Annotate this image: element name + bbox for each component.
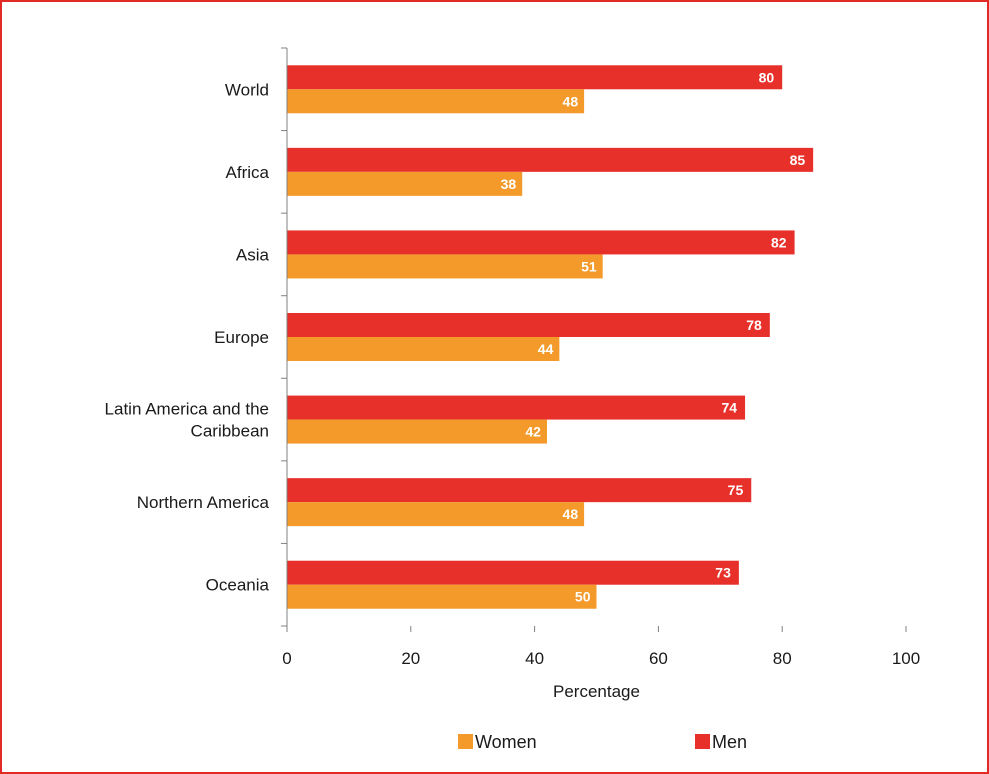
bar-women xyxy=(287,171,523,196)
bar-men xyxy=(287,560,739,585)
value-label-women: 50 xyxy=(575,589,591,605)
value-label-women: 48 xyxy=(563,93,579,109)
legend-label-women: Women xyxy=(475,732,537,752)
value-label-men: 85 xyxy=(790,152,806,168)
bar-women xyxy=(287,254,603,279)
legend-label-men: Men xyxy=(712,732,747,752)
y-axis-ticks xyxy=(281,47,287,627)
value-label-men: 78 xyxy=(746,317,762,333)
value-label-men: 82 xyxy=(771,234,787,250)
category-label: Europe xyxy=(214,328,269,347)
x-tick-label: 80 xyxy=(773,649,792,668)
bar-men xyxy=(287,313,770,337)
x-axis-ticks: 0 20 40 60 80 100 xyxy=(282,626,920,668)
legend-swatch-women xyxy=(458,734,473,749)
bar-men xyxy=(287,230,795,255)
axes-layer: 0 20 40 60 80 100 xyxy=(281,47,920,668)
value-label-men: 75 xyxy=(728,482,744,498)
bar-men xyxy=(287,65,783,90)
legend: Women Men xyxy=(458,732,747,752)
x-tick-label: 100 xyxy=(892,649,920,668)
bar-men xyxy=(287,478,752,503)
category-labels-layer: World Africa Asia Europe Latin America and t… xyxy=(105,80,270,594)
bar-women xyxy=(287,419,547,444)
x-tick-label: 0 xyxy=(282,649,291,668)
bar-men xyxy=(287,147,814,172)
bar-women xyxy=(287,584,597,609)
x-tick-label: 40 xyxy=(525,649,544,668)
category-label: Oceania xyxy=(206,576,270,595)
value-label-women: 42 xyxy=(525,424,541,440)
legend-swatch-men xyxy=(695,734,710,749)
category-label: Latin America and the Caribbean xyxy=(105,400,269,441)
value-label-women: 38 xyxy=(501,176,517,192)
value-label-women: 48 xyxy=(563,506,579,522)
category-label: World xyxy=(225,80,269,99)
value-label-women: 51 xyxy=(581,258,597,274)
bar-women xyxy=(287,502,585,527)
value-labels-layer: 80 48 85 38 82 51 78 44 74 42 75 48 73 50 xyxy=(501,69,806,604)
value-label-men: 74 xyxy=(721,400,737,416)
bar-men xyxy=(287,395,746,420)
value-label-men: 73 xyxy=(715,565,731,581)
x-axis-title: Percentage xyxy=(553,682,640,701)
category-label: Africa xyxy=(226,163,270,182)
bar-women xyxy=(287,89,585,114)
category-label: Northern America xyxy=(137,493,270,512)
x-tick-label: 20 xyxy=(401,649,420,668)
x-tick-label: 60 xyxy=(649,649,668,668)
bar-women xyxy=(287,337,560,361)
value-label-women: 44 xyxy=(538,341,554,357)
bars-layer xyxy=(287,65,814,609)
category-label: Asia xyxy=(236,245,270,264)
value-label-men: 80 xyxy=(759,69,775,85)
